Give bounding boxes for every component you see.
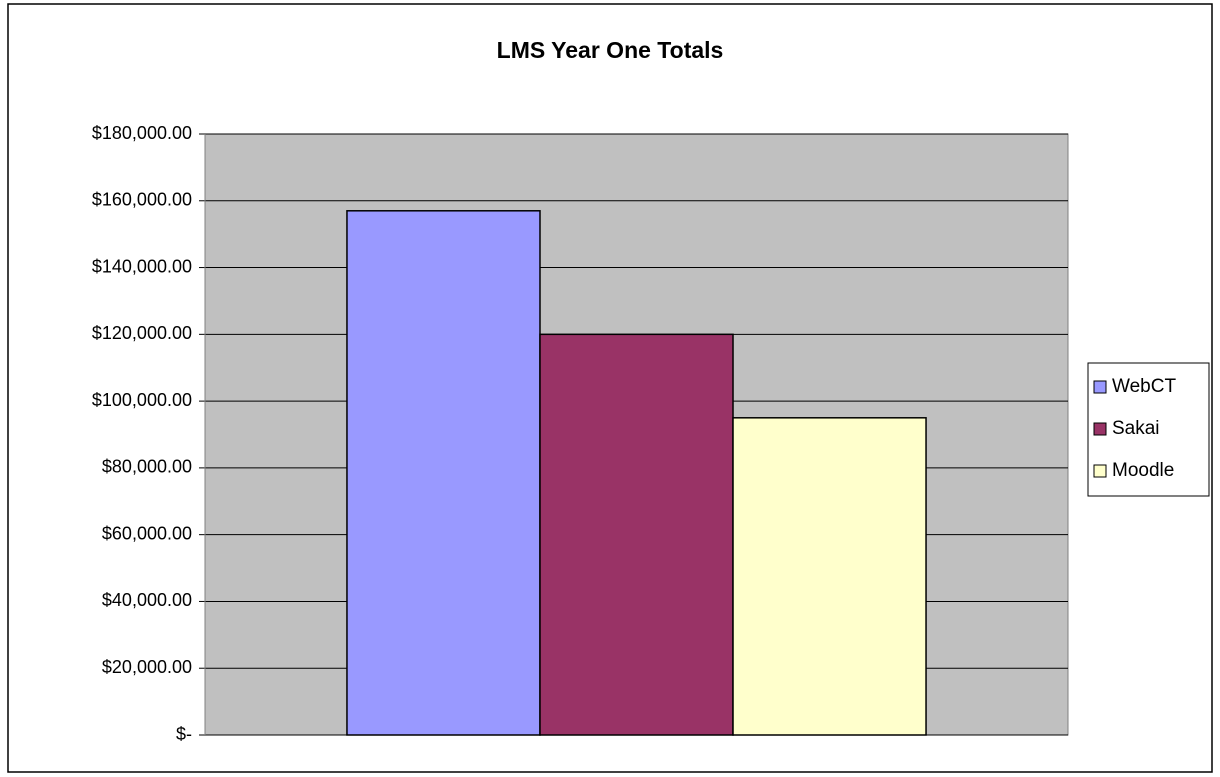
y-tick-label: $140,000.00 [92, 256, 192, 276]
bar [539, 333, 734, 736]
y-tick-label: $180,000.00 [92, 123, 192, 143]
y-tick-label: $160,000.00 [92, 190, 192, 210]
y-tick-label: $20,000.00 [102, 657, 192, 677]
chart-title: LMS Year One Totals [497, 37, 724, 63]
y-tick-label: $- [176, 724, 192, 744]
y-tick-label: $120,000.00 [92, 323, 192, 343]
legend-label: WebCT [1112, 376, 1176, 397]
legend-swatch [1093, 422, 1107, 436]
legend-swatch [1093, 464, 1107, 478]
y-tick-label: $40,000.00 [102, 590, 192, 610]
legend-box [1087, 362, 1210, 497]
legend-swatch [1093, 380, 1107, 394]
legend-label: Moodle [1112, 460, 1174, 481]
y-tick-label: $100,000.00 [92, 390, 192, 410]
y-tick-label: $60,000.00 [102, 523, 192, 543]
bar [346, 210, 541, 736]
y-tick-label: $80,000.00 [102, 457, 192, 477]
bar [732, 417, 927, 736]
legend-label: Sakai [1112, 418, 1160, 439]
